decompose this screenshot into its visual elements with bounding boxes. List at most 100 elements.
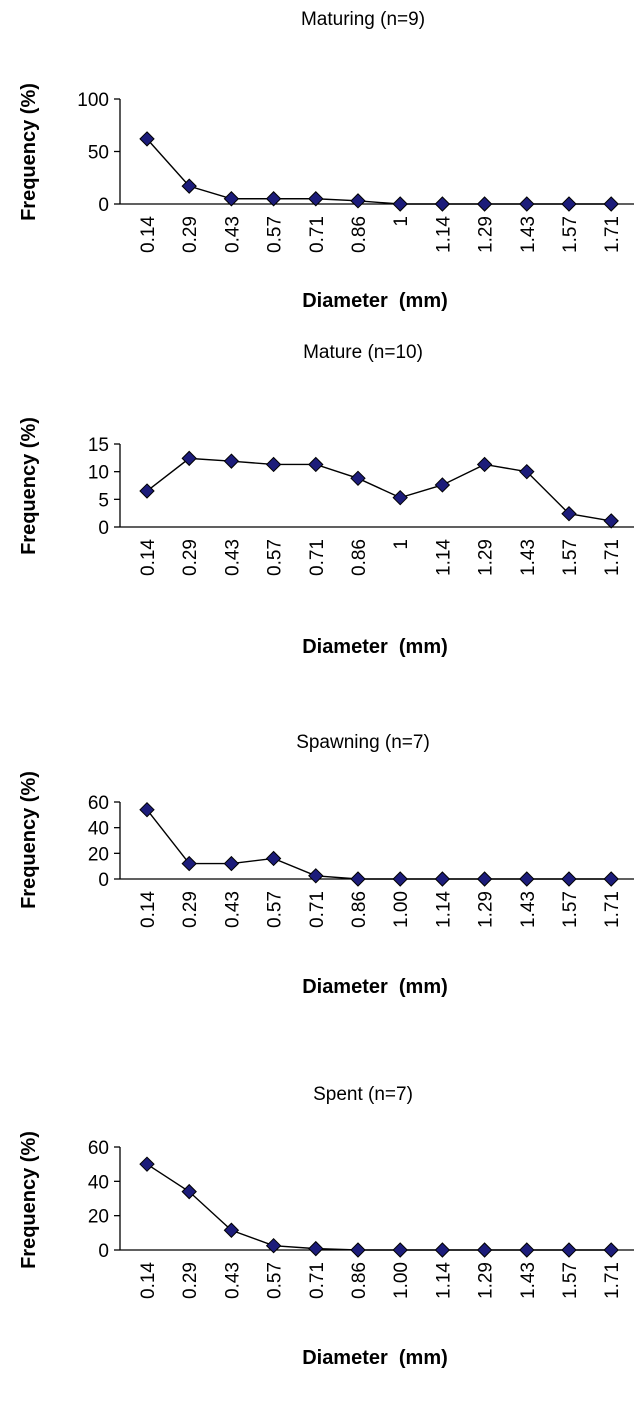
- data-point: [476, 196, 493, 212]
- x-tick-label: 1.71: [602, 891, 623, 928]
- x-tick-label: 0.14: [138, 216, 159, 253]
- y-axis-label: Frequency (%): [18, 417, 40, 555]
- y-tick-label: 0: [98, 870, 109, 891]
- data-point: [139, 483, 155, 499]
- data-point: [434, 477, 451, 493]
- x-tick-label: 0.71: [307, 1262, 328, 1299]
- data-point: [139, 1156, 155, 1172]
- x-tick-label: 1.00: [391, 891, 412, 928]
- data-point: [519, 871, 535, 887]
- x-tick-label: 0.43: [222, 539, 243, 576]
- y-axis-label: Frequency (%): [18, 83, 40, 221]
- x-axis-label: Diameter (mm): [302, 636, 448, 658]
- x-tick-label: 1.00: [391, 1262, 412, 1299]
- y-tick-label: 60: [88, 793, 109, 814]
- y-tick-label: 50: [88, 143, 109, 164]
- x-tick-label: 1.14: [433, 539, 454, 576]
- data-point: [181, 855, 197, 872]
- x-tick-label: 0.86: [349, 539, 370, 576]
- data-point: [350, 470, 366, 487]
- y-tick-label: 15: [88, 435, 109, 456]
- x-tick-label: 0.86: [349, 1262, 370, 1299]
- data-point: [181, 178, 197, 194]
- data-point: [181, 1183, 197, 1200]
- data-point: [519, 463, 535, 480]
- x-tick-label: 0.14: [138, 891, 159, 928]
- data-point: [561, 1242, 577, 1258]
- series-line: [146, 1163, 612, 1251]
- x-tick-label: 1.57: [560, 1262, 581, 1299]
- y-axis-label: Frequency (%): [18, 771, 40, 909]
- x-tick-label: 1.57: [560, 539, 581, 576]
- x-tick-label: 0.57: [265, 891, 286, 928]
- data-point: [434, 196, 451, 212]
- data-point: [519, 196, 535, 212]
- x-tick-label: 0.71: [307, 216, 328, 253]
- data-point: [392, 489, 408, 506]
- data-point: [139, 131, 155, 147]
- data-point: [350, 1242, 366, 1258]
- data-point: [603, 196, 619, 212]
- x-tick-label: 1.71: [602, 539, 623, 576]
- x-tick-label: 0.43: [222, 1262, 243, 1299]
- x-axis-label: Diameter (mm): [302, 976, 448, 998]
- x-tick-label: 1.43: [518, 1262, 539, 1299]
- x-tick-label: 0.29: [180, 539, 201, 576]
- data-point: [350, 193, 366, 209]
- data-point: [434, 871, 451, 887]
- data-point: [519, 1242, 535, 1258]
- x-tick-label: 1: [391, 539, 412, 550]
- series-line: [146, 457, 612, 522]
- data-point: [223, 855, 240, 872]
- x-tick-label: 0.57: [265, 216, 286, 253]
- y-tick-label: 40: [88, 1172, 109, 1193]
- x-tick-label: 1.57: [560, 891, 581, 928]
- y-axis-label: Frequency (%): [18, 1131, 40, 1269]
- x-tick-label: 1: [391, 216, 412, 227]
- x-tick-label: 1.29: [476, 891, 497, 928]
- data-point: [392, 871, 408, 887]
- x-tick-label: 0.14: [138, 1262, 159, 1299]
- data-point: [223, 191, 240, 207]
- chart-title: Spawning (n=7): [296, 732, 430, 753]
- chart-title: Maturing (n=9): [301, 9, 425, 30]
- data-point: [265, 1238, 282, 1254]
- y-tick-label: 20: [88, 844, 109, 865]
- x-tick-label: 1.71: [602, 1262, 623, 1299]
- x-tick-label: 0.29: [180, 891, 201, 928]
- data-point: [603, 513, 619, 529]
- x-tick-label: 1.29: [476, 216, 497, 253]
- x-tick-label: 0.57: [265, 539, 286, 576]
- y-tick-label: 60: [88, 1138, 109, 1159]
- data-point: [434, 1242, 451, 1258]
- data-point: [476, 871, 493, 887]
- chart-title: Spent (n=7): [313, 1084, 413, 1105]
- x-tick-label: 1.14: [433, 1262, 454, 1299]
- x-tick-label: 1.43: [518, 891, 539, 928]
- y-tick-label: 100: [77, 90, 109, 111]
- series-line: [146, 809, 612, 880]
- chart-spent: Spent (n=7) 0 20 40 60 0.14 0.29 0.43 0.57 0.71 0.…: [18, 1084, 634, 1369]
- y-tick-label: 0: [98, 195, 109, 216]
- y-tick-label: 10: [88, 463, 109, 484]
- x-tick-label: 0.86: [349, 216, 370, 253]
- x-tick-label: 1.14: [433, 891, 454, 928]
- data-point: [181, 450, 197, 467]
- x-tick-label: 1.14: [433, 216, 454, 253]
- data-point: [308, 1240, 324, 1257]
- y-tick-label: 40: [88, 819, 109, 840]
- chart-title: Mature (n=10): [303, 342, 423, 363]
- x-tick-label: 1.29: [476, 539, 497, 576]
- x-tick-label: 0.43: [222, 216, 243, 253]
- data-point: [392, 196, 408, 212]
- chart-mature: Mature (n=10) 0 5 10 15 0.14 0.29 0.43 0.57 0.71 0…: [18, 342, 634, 658]
- x-tick-label: 1.43: [518, 216, 539, 253]
- series-line: [146, 138, 612, 205]
- y-tick-label: 5: [98, 490, 109, 511]
- x-tick-label: 1.29: [476, 1262, 497, 1299]
- data-point: [350, 871, 366, 887]
- x-tick-label: 0.71: [307, 891, 328, 928]
- data-point: [561, 871, 577, 887]
- x-tick-label: 0.43: [222, 891, 243, 928]
